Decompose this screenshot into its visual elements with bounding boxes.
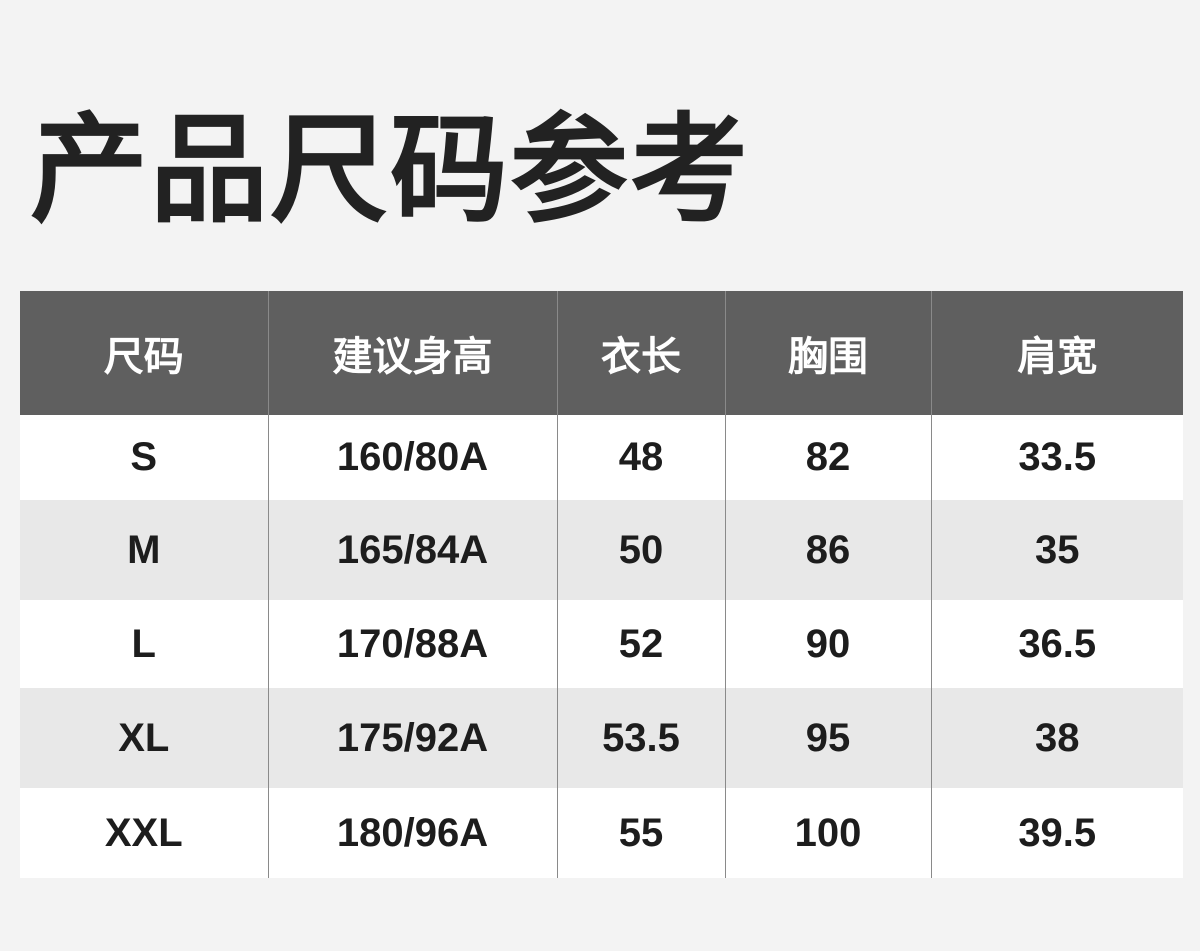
cell-chest: 82 — [724, 415, 931, 500]
cell-height: 165/84A — [267, 500, 557, 600]
header-size: 尺码 — [20, 291, 268, 415]
cell-length: 53.5 — [556, 688, 725, 788]
cell-chest: 86 — [724, 500, 931, 600]
cell-shoulder: 38 — [930, 688, 1183, 788]
cell-height: 160/80A — [267, 415, 557, 500]
cell-length: 52 — [556, 600, 725, 688]
header-height: 建议身高 — [267, 291, 557, 415]
table-row: S 160/80A 48 82 33.5 — [20, 415, 1183, 500]
cell-size: XXL — [20, 788, 268, 878]
cell-size: S — [20, 415, 268, 500]
cell-shoulder: 36.5 — [930, 600, 1183, 688]
header-shoulder: 肩宽 — [930, 291, 1183, 415]
table-row: M 165/84A 50 86 35 — [20, 500, 1183, 600]
cell-size: XL — [20, 688, 268, 788]
table-row: L 170/88A 52 90 36.5 — [20, 600, 1183, 688]
cell-chest: 90 — [724, 600, 931, 688]
cell-length: 50 — [556, 500, 725, 600]
table-row: XL 175/92A 53.5 95 38 — [20, 688, 1183, 788]
cell-shoulder: 39.5 — [930, 788, 1183, 878]
cell-size: L — [20, 600, 268, 688]
header-chest: 胸围 — [724, 291, 931, 415]
cell-height: 180/96A — [267, 788, 557, 878]
cell-shoulder: 33.5 — [930, 415, 1183, 500]
cell-size: M — [20, 500, 268, 600]
cell-height: 175/92A — [267, 688, 557, 788]
table-row: XXL 180/96A 55 100 39.5 — [20, 788, 1183, 878]
header-length: 衣长 — [556, 291, 725, 415]
cell-length: 48 — [556, 415, 725, 500]
cell-height: 170/88A — [267, 600, 557, 688]
size-chart-table: 尺码 建议身高 衣长 胸围 肩宽 S 160/80A 48 82 33.5 M 165/84… — [20, 291, 1183, 878]
page-title: 产品尺码参考 — [30, 101, 751, 239]
cell-length: 55 — [556, 788, 725, 878]
cell-chest: 95 — [724, 688, 931, 788]
cell-shoulder: 35 — [930, 500, 1183, 600]
header-row: 尺码 建议身高 衣长 胸围 肩宽 — [20, 291, 1183, 415]
cell-chest: 100 — [724, 788, 931, 878]
